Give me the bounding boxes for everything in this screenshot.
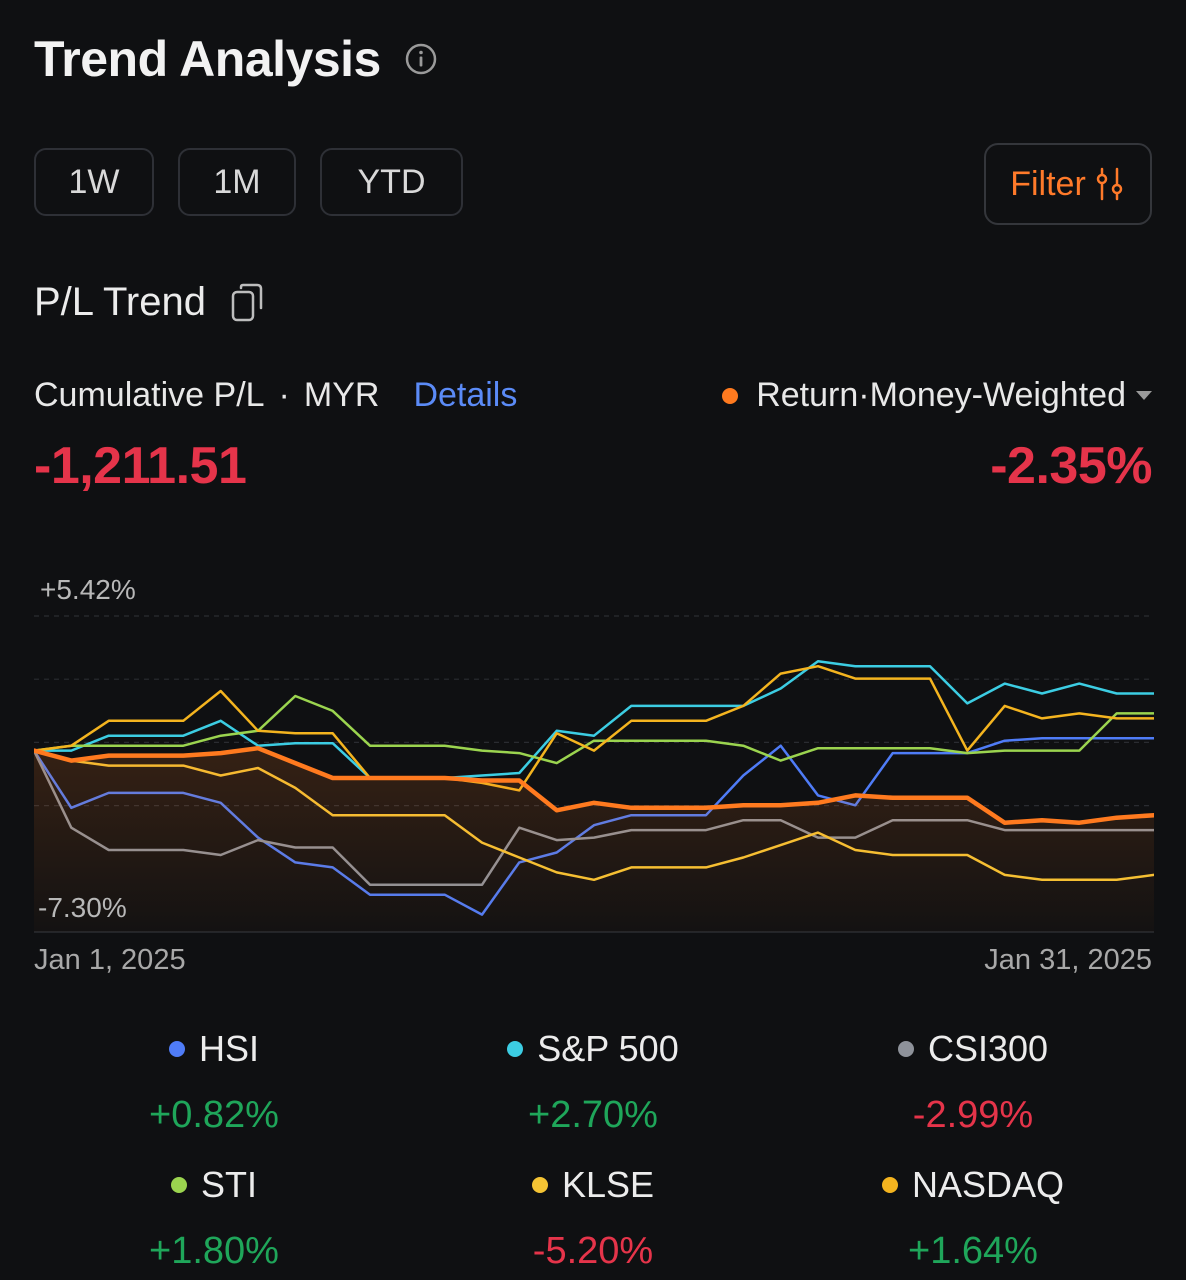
y-min-label: -7.30%	[38, 892, 127, 923]
return-value: -2.35%	[990, 437, 1152, 495]
legend-value: +0.82%	[149, 1094, 279, 1136]
return-label: Return·Money-Weighted	[756, 376, 1126, 414]
legend-dot	[507, 1041, 524, 1057]
x-end-label: Jan 31, 2025	[984, 944, 1152, 976]
legend-dot	[170, 1177, 187, 1193]
legend-dot	[168, 1041, 185, 1057]
legend-dot	[881, 1177, 898, 1193]
copy-icon[interactable]	[230, 282, 266, 324]
pl-trend-chart	[34, 615, 1154, 933]
legend-item-nasdaq[interactable]: NASDAQ +1.64%	[783, 1164, 1163, 1273]
details-link[interactable]: Details	[413, 376, 518, 414]
series-line-cumulative-p-l	[34, 745, 1154, 825]
legend-value: +1.80%	[149, 1230, 279, 1272]
cumulative-value: -1,211.51	[34, 437, 247, 495]
sliders-icon	[1096, 167, 1123, 201]
cumulative-label-row: Cumulative P/L · MYR Details	[34, 376, 517, 415]
info-icon[interactable]	[405, 43, 437, 75]
legend-name: KLSE	[561, 1164, 655, 1205]
tab-1m[interactable]: 1M	[178, 148, 296, 216]
y-max-label: +5.42%	[40, 574, 136, 605]
section-title: P/L Trend	[34, 280, 206, 324]
section-header: P/L Trend	[34, 280, 266, 325]
legend-value: +1.64%	[908, 1230, 1038, 1272]
tab-1w[interactable]: 1W	[34, 148, 154, 216]
currency-label: MYR	[303, 376, 380, 414]
return-selector[interactable]: Return·Money-Weighted	[722, 376, 1152, 415]
legend-value: +2.70%	[528, 1094, 658, 1136]
legend-name: HSI	[198, 1028, 259, 1069]
legend-item-sti[interactable]: STI +1.80%	[24, 1164, 404, 1273]
filter-label: Filter	[1010, 164, 1086, 203]
legend-dot	[897, 1041, 914, 1057]
series-area-cumulative-p-l	[34, 748, 1154, 932]
separator: ·	[278, 376, 290, 414]
tab-ytd[interactable]: YTD	[320, 148, 463, 216]
return-dot	[722, 387, 739, 404]
range-tabs: 1W 1M YTD	[34, 148, 463, 216]
legend-value: -5.20%	[532, 1230, 654, 1272]
header: Trend Analysis	[34, 30, 437, 88]
legend-name: S&P 500	[537, 1028, 679, 1069]
legend-item-sp500[interactable]: S&P 500 +2.70%	[403, 1028, 783, 1137]
legend-item-hsi[interactable]: HSI +0.82%	[24, 1028, 404, 1137]
series-line-nasdaq	[34, 664, 1154, 792]
series-line-sti	[34, 694, 1154, 765]
legend-item-csi300[interactable]: CSI300 -2.99%	[783, 1028, 1163, 1137]
legend-name: NASDAQ	[911, 1164, 1065, 1205]
cumulative-label: Cumulative P/L	[34, 376, 265, 414]
legend-value: -2.99%	[912, 1094, 1034, 1136]
legend-item-klse[interactable]: KLSE -5.20%	[403, 1164, 783, 1273]
legend-name: CSI300	[927, 1028, 1049, 1069]
x-start-label: Jan 1, 2025	[34, 944, 186, 976]
legend-dot	[531, 1177, 548, 1193]
chevron-down-icon	[1136, 391, 1152, 400]
page-title: Trend Analysis	[34, 31, 381, 87]
filter-button[interactable]: Filter	[984, 143, 1152, 225]
series-line-s-p-500	[34, 659, 1154, 780]
legend-name: STI	[200, 1164, 257, 1205]
